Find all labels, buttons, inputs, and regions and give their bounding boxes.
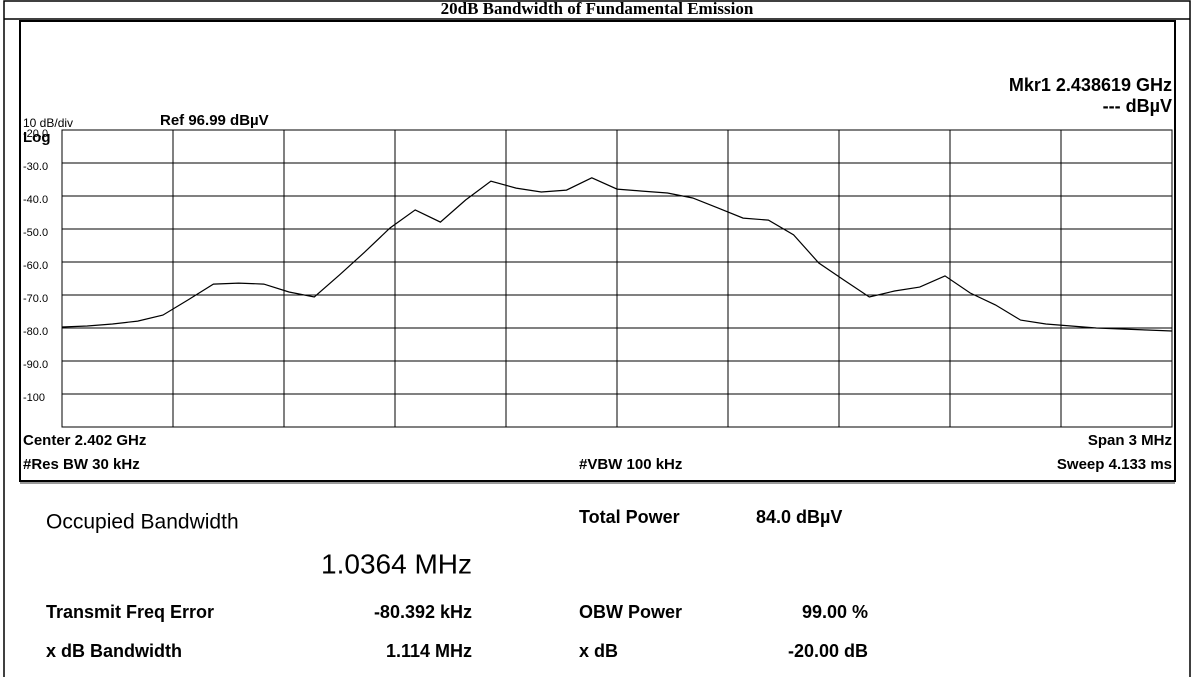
scale-label: 10 dB/div bbox=[23, 116, 73, 130]
marker-value: --- dBµV bbox=[1103, 96, 1172, 116]
obw-power-value: 99.00 % bbox=[802, 602, 868, 622]
title: 20dB Bandwidth of Fundamental Emission bbox=[441, 0, 754, 18]
y-tick-label: -40.0 bbox=[23, 194, 48, 206]
y-tick-label: -90.0 bbox=[23, 359, 48, 371]
freq-error-label: Transmit Freq Error bbox=[46, 602, 214, 622]
outer-border bbox=[3, 0, 1191, 677]
results: Occupied Bandwidth 1.0364 MHz Total Powe… bbox=[46, 507, 868, 661]
marker-label: Mkr1 2.438619 GHz bbox=[1009, 75, 1172, 95]
xdb-bw-value: 1.114 MHz bbox=[386, 641, 472, 661]
obw-label: Occupied Bandwidth bbox=[46, 511, 239, 534]
y-tick-label: -20.0 bbox=[23, 128, 48, 140]
total-power-value: 84.0 dBµV bbox=[756, 507, 842, 527]
xdb-label: x dB bbox=[579, 641, 618, 661]
xdb-bw-label: x dB Bandwidth bbox=[46, 641, 182, 661]
y-tick-label: -30.0 bbox=[23, 161, 48, 173]
total-power-label: Total Power bbox=[579, 507, 680, 527]
freq-error-value: -80.392 kHz bbox=[374, 602, 472, 622]
xdb-value: -20.00 dB bbox=[788, 641, 868, 661]
ref-label: Ref 96.99 dBµV bbox=[160, 112, 269, 129]
y-tick-label: -80.0 bbox=[23, 326, 48, 338]
center: Center 2.402 GHz bbox=[23, 432, 146, 449]
y-tick-label: -100 bbox=[23, 392, 45, 404]
trace bbox=[61, 177, 1173, 332]
obw-power-label: OBW Power bbox=[579, 602, 682, 622]
y-tick-label: -70.0 bbox=[23, 293, 48, 305]
span: Span 3 MHz bbox=[1088, 432, 1172, 449]
sweep: Sweep 4.133 ms bbox=[1057, 456, 1172, 473]
vbw: #VBW 100 kHz bbox=[579, 456, 682, 473]
rbw: #Res BW 30 kHz bbox=[23, 456, 140, 473]
log-label: Log bbox=[23, 129, 51, 146]
obw-value: 1.0364 MHz bbox=[321, 548, 472, 579]
y-tick-label: -50.0 bbox=[23, 227, 48, 239]
y-tick-label: -60.0 bbox=[23, 260, 48, 272]
